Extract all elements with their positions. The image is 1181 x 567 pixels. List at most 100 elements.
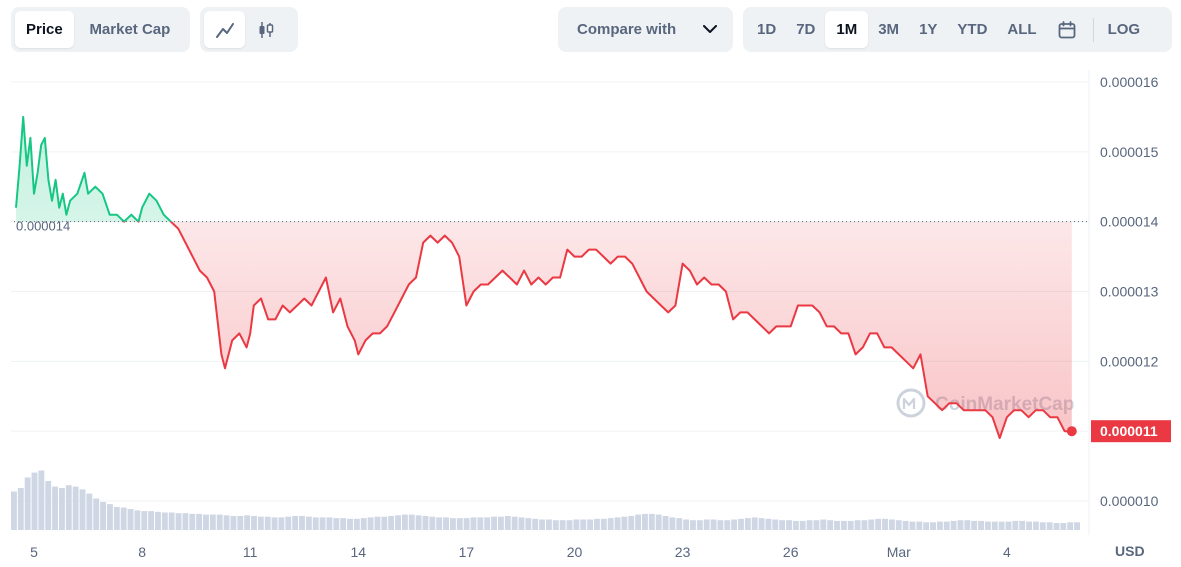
current-price-marker: 0.000011	[1066, 420, 1171, 443]
y-tick-label: 0.000010	[1100, 493, 1159, 509]
x-tick-label: 11	[243, 544, 258, 560]
volume-bar	[717, 520, 724, 530]
volume-bar	[696, 520, 703, 530]
volume-bar	[449, 518, 456, 530]
volume-bar	[1046, 522, 1053, 530]
volume-bar	[333, 518, 340, 530]
volume-bar	[923, 522, 930, 530]
volume-bar	[1067, 522, 1074, 530]
volume-bar	[113, 506, 120, 530]
volume-bar	[367, 517, 374, 530]
volume-bar	[902, 520, 909, 530]
volume-bar	[340, 518, 347, 530]
calendar-icon[interactable]	[1047, 11, 1087, 48]
range-ytd[interactable]: YTD	[957, 21, 988, 38]
range-all[interactable]: ALL	[1007, 21, 1037, 38]
volume-bar	[888, 519, 895, 530]
volume-bar	[299, 516, 305, 530]
volume-bar	[237, 516, 244, 530]
volume-bar	[703, 519, 710, 530]
volume-bar	[861, 520, 868, 530]
volume-bar	[525, 518, 532, 530]
volume-bar	[182, 513, 189, 530]
volume-bar	[792, 520, 799, 530]
volume-bar	[1053, 523, 1060, 530]
x-tick-label: Mar	[887, 544, 911, 560]
compare-with-label: Compare with	[577, 21, 677, 38]
volume-bar	[401, 514, 408, 530]
volume-bar	[799, 520, 806, 530]
volume-bar	[305, 516, 312, 530]
log-scale-toggle[interactable]: LOG	[1107, 21, 1141, 38]
volume-bar	[669, 517, 676, 530]
x-tick-label: 23	[675, 544, 691, 560]
volume-bar	[203, 514, 209, 530]
volume-bar	[566, 520, 573, 530]
volume-bar	[168, 512, 175, 530]
range-1d[interactable]: 1D	[757, 21, 777, 38]
volume-bar	[875, 518, 882, 530]
volume-bar	[264, 516, 271, 530]
x-tick-label: 8	[138, 544, 146, 560]
volume-bar	[127, 509, 134, 530]
volume-bar	[930, 522, 936, 530]
volume-bar	[758, 518, 765, 530]
volume-bar	[353, 518, 360, 530]
candlestick-chart-icon[interactable]	[245, 11, 286, 48]
volume-bar	[621, 516, 628, 530]
volume-bar	[148, 511, 155, 530]
volume-bar	[463, 518, 470, 530]
volume-bar	[779, 520, 786, 530]
volume-bar	[415, 515, 422, 530]
volume-bar	[251, 516, 257, 530]
volume-bar	[196, 513, 203, 530]
volume-bar	[676, 518, 683, 530]
volume-bar	[312, 517, 319, 530]
x-tick-label: 14	[351, 544, 367, 560]
volume-bar	[751, 517, 758, 530]
volume-bar	[72, 486, 79, 530]
volume-bar	[840, 520, 847, 530]
range-1m[interactable]: 1M	[825, 11, 869, 48]
range-7d[interactable]: 7D	[796, 21, 816, 38]
range-3m[interactable]: 3M	[878, 21, 900, 38]
volume-bar	[552, 520, 559, 530]
volume-bar	[497, 516, 504, 530]
volume-bar	[395, 515, 401, 530]
volume-bar	[806, 520, 813, 530]
volume-bar	[422, 516, 429, 530]
volume-bar	[257, 516, 264, 530]
toolbar-divider	[1092, 17, 1094, 42]
volume-bar	[916, 521, 923, 530]
volume-bar	[964, 520, 971, 530]
volume-bar	[120, 507, 127, 530]
line-chart-icon[interactable]	[204, 11, 245, 48]
volume-bar	[175, 513, 182, 530]
time-range-selector: 1D 7D 1M 3M 1Y YTD ALL LOG	[743, 7, 1172, 52]
volume-bar	[209, 514, 216, 530]
range-1y[interactable]: 1Y	[919, 21, 938, 38]
volume-bar	[436, 517, 443, 530]
compare-with-dropdown[interactable]: Compare with	[558, 7, 733, 52]
volume-bar	[655, 514, 662, 530]
price-line	[15, 115, 1072, 440]
current-price-dot	[1066, 426, 1077, 437]
volume-bar	[998, 521, 1005, 530]
tab-price[interactable]: Price	[15, 11, 74, 48]
volume-bar	[292, 516, 299, 530]
volume-bar	[594, 518, 600, 530]
volume-bar	[559, 520, 566, 530]
volume-bar	[635, 514, 642, 530]
volume-bar	[936, 521, 943, 530]
volume-bar	[600, 518, 607, 530]
volume-bar	[971, 520, 978, 530]
volume-bar	[1005, 521, 1012, 530]
y-axis: 0.000016 0.000015 0.000014 0.000013 0.000012…	[1100, 74, 1159, 509]
tab-market-cap[interactable]: Market Cap	[89, 21, 171, 38]
volume-bars	[11, 470, 1080, 530]
x-tick-label: 26	[783, 544, 799, 560]
volume-bar	[573, 519, 580, 530]
x-tick-label: 5	[30, 544, 38, 560]
volume-bar	[772, 519, 779, 530]
